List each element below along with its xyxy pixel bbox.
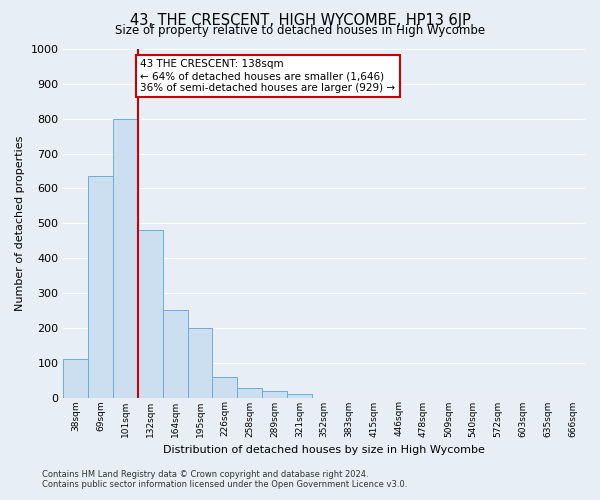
Text: 43, THE CRESCENT, HIGH WYCOMBE, HP13 6JP: 43, THE CRESCENT, HIGH WYCOMBE, HP13 6JP: [130, 12, 470, 28]
Text: 43 THE CRESCENT: 138sqm
← 64% of detached houses are smaller (1,646)
36% of semi: 43 THE CRESCENT: 138sqm ← 64% of detache…: [140, 60, 395, 92]
Bar: [88, 176, 113, 398]
Bar: [113, 118, 138, 398]
Bar: [188, 328, 212, 398]
Bar: [138, 230, 163, 398]
Bar: [64, 359, 88, 398]
Bar: [163, 310, 188, 398]
Bar: [262, 391, 287, 398]
Bar: [237, 388, 262, 398]
Text: Contains HM Land Registry data © Crown copyright and database right 2024.
Contai: Contains HM Land Registry data © Crown c…: [42, 470, 407, 489]
Bar: [212, 376, 237, 398]
Text: Size of property relative to detached houses in High Wycombe: Size of property relative to detached ho…: [115, 24, 485, 37]
Bar: [287, 394, 312, 398]
Y-axis label: Number of detached properties: Number of detached properties: [15, 136, 25, 311]
X-axis label: Distribution of detached houses by size in High Wycombe: Distribution of detached houses by size …: [163, 445, 485, 455]
